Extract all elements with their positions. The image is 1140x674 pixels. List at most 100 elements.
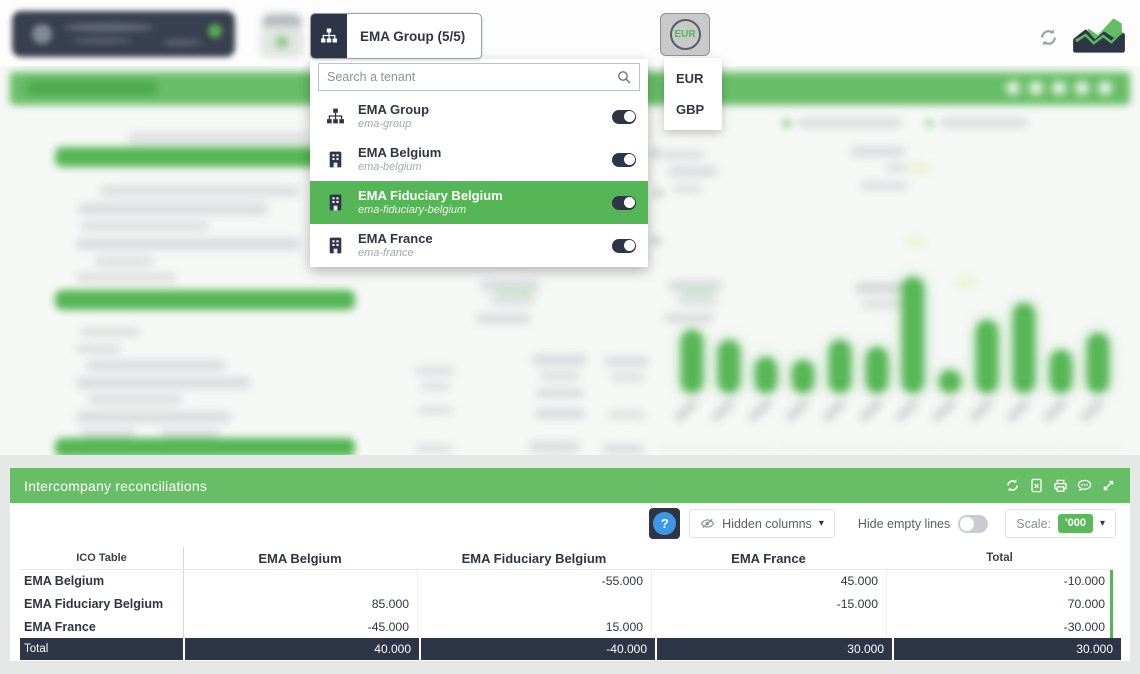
tenant-toggle[interactable] [612, 195, 636, 210]
blurred-content-blob [528, 441, 580, 452]
blurred-chart-bar [828, 340, 851, 393]
refresh-icon[interactable] [1038, 27, 1059, 48]
cell-value: -10.000 [1063, 573, 1105, 588]
hidden-columns-dropdown[interactable]: Hidden columns ▾ [689, 509, 835, 538]
currency-selector-button[interactable]: EUR [660, 13, 710, 56]
currency-dropdown: EUR GBP [664, 58, 722, 130]
help-icon: ? [653, 512, 677, 535]
blurred-content-blob [850, 146, 905, 157]
column-divider [183, 547, 184, 638]
cell-value: 15.000 [605, 619, 643, 634]
hierarchy-icon [327, 108, 344, 124]
blurred-content-blob [55, 438, 355, 457]
blurred-content-blob [78, 203, 268, 215]
tenant-name: EMA France [358, 231, 433, 247]
blurred-content-blob [680, 288, 715, 296]
row-label: EMA Fiduciary Belgium [24, 596, 164, 611]
blurred-content-blob [80, 428, 135, 438]
column-header-ico-table: ICO Table [76, 552, 127, 564]
comment-icon[interactable] [1077, 478, 1092, 493]
currency-option-eur[interactable]: EUR [676, 71, 704, 86]
cell-value: -55.000 [601, 573, 643, 588]
ico-reconciliation-table: ICO Table EMA Belgium EMA Fiduciary Belg… [20, 503, 1121, 661]
blurred-content-blob [76, 411, 231, 423]
blurred-content-blob [160, 428, 220, 438]
caret-down-icon: ▾ [1099, 517, 1105, 529]
tenant-name: EMA Group [358, 102, 430, 118]
total-cell-value: 30.000 [894, 638, 1121, 660]
blurred-content-blob [128, 132, 308, 145]
column-header: EMA France [731, 550, 806, 566]
total-cell-value: 30.000 [657, 638, 892, 660]
blurred-chart-bar [976, 320, 999, 393]
total-cell-value: -40.000 [421, 638, 655, 660]
blurred-chart-bar [1086, 333, 1109, 393]
blurred-axis-label [783, 397, 810, 424]
blurred-content-blob [608, 410, 646, 419]
blurred-content-blob [649, 148, 661, 158]
cell-value: -45.000 [367, 619, 409, 634]
blurred-axis-label [709, 397, 736, 424]
blurred-content-blob [94, 256, 154, 266]
tenant-toggle[interactable] [612, 238, 636, 253]
export-excel-icon[interactable] [1029, 478, 1044, 493]
hide-empty-lines-toggle[interactable] [958, 514, 989, 533]
blurred-content-blob [76, 344, 121, 354]
help-button[interactable]: ? [649, 508, 681, 539]
tenant-search-input[interactable] [318, 63, 640, 91]
tenant-toggle[interactable] [612, 109, 636, 124]
scale-value-badge: '000 [1058, 514, 1093, 533]
blurred-content-blob [860, 181, 908, 191]
tenant-selector-button[interactable]: EMA Group (5/5) [310, 13, 483, 59]
building-icon [329, 194, 342, 211]
blurred-content-blob [418, 406, 453, 415]
blurred-axis-label [1005, 397, 1032, 424]
print-icon[interactable] [1053, 478, 1068, 493]
blurred-content-blob [925, 119, 934, 128]
blurred-content-blob [535, 408, 585, 419]
blurred-content-blob [80, 221, 210, 231]
column-divider [417, 570, 418, 638]
table-header-row: ICO Table EMA Belgium EMA Fiduciary Belg… [20, 547, 1113, 569]
blurred-content-blob [676, 296, 718, 306]
blurred-content-blob [782, 119, 791, 128]
tenant-item-ema-fiduciary-belgium[interactable]: EMA Fiduciary Belgium ema-fiduciary-belgi… [310, 181, 648, 224]
eye-hidden-icon [700, 518, 715, 529]
tenant-item-ema-belgium[interactable]: EMA Belgium ema-belgium [310, 138, 648, 181]
blurred-axis-label [931, 397, 958, 424]
table-row: EMA Fiduciary Belgium 85.000 -15.000 70.… [20, 592, 1113, 615]
currency-option-gbp[interactable]: GBP [676, 102, 705, 117]
tenant-item-ema-france[interactable]: EMA France ema-france [310, 224, 648, 267]
total-row-label: Total [20, 638, 183, 660]
table-row: EMA France -45.000 15.000 -30.000 [20, 615, 1113, 638]
column-divider [886, 570, 887, 638]
cell-value: 45.000 [840, 573, 878, 588]
blurred-chart-bar [717, 340, 740, 393]
blurred-content-blob [55, 290, 355, 310]
blurred-chart-bar [1013, 303, 1036, 393]
blurred-content-blob [652, 188, 664, 198]
tenant-item-ema-group[interactable]: EMA Group ema-group [310, 95, 648, 138]
expand-icon[interactable] [1101, 478, 1116, 493]
blurred-content-blob [885, 163, 920, 173]
blurred-content-blob [664, 313, 714, 323]
cell-value: -15.000 [836, 596, 878, 611]
table-total-row: Total 40.000 -40.000 30.000 30.000 [20, 638, 1121, 660]
blurred-content-blob [415, 444, 453, 453]
cell-value: 70.000 [1067, 596, 1105, 611]
building-icon [329, 237, 342, 254]
tenant-toggle[interactable] [612, 152, 636, 167]
blurred-content-blob [100, 185, 300, 197]
blurred-content-blob [55, 147, 370, 167]
tenant-name: EMA Fiduciary Belgium [358, 188, 503, 204]
refresh-icon[interactable] [1005, 478, 1020, 493]
scale-select[interactable]: Scale: '000 ▾ [1005, 509, 1116, 538]
blurred-chart-bar [791, 360, 814, 393]
table-row: EMA Belgium -55.000 45.000 -10.000 [20, 569, 1113, 592]
blurred-content-blob [862, 299, 902, 309]
blurred-chart-bar [754, 357, 777, 393]
blurred-axis-label [1041, 397, 1069, 424]
search-icon [618, 71, 631, 84]
blurred-header-icons [1006, 81, 1112, 95]
tenant-slug: ema-fiduciary-belgium [358, 203, 467, 216]
